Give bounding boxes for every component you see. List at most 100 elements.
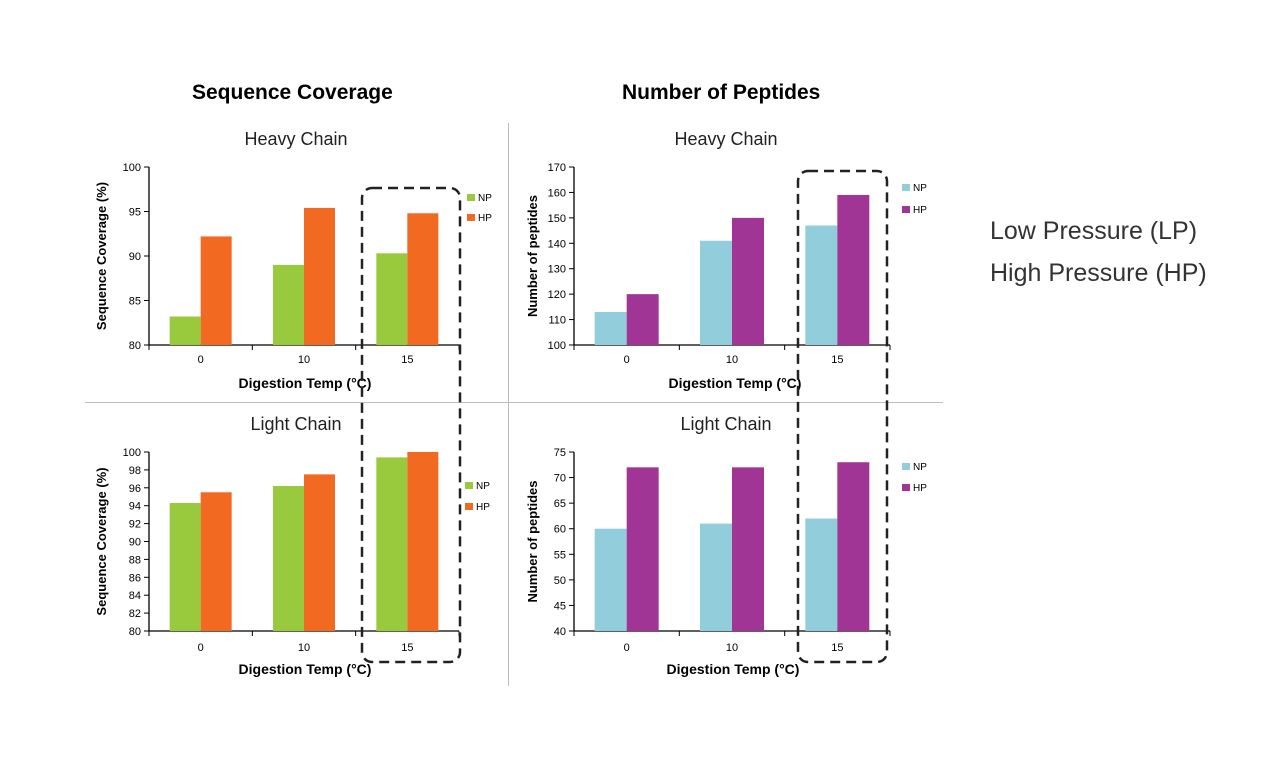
pep-heavy-category-label: 0 (624, 354, 630, 366)
pep-light-bar-hp-15 (837, 462, 870, 631)
pep-heavy-y-tick-label: 110 (548, 315, 566, 327)
pep-light-y-tick-label: 45 (554, 600, 566, 612)
pep-heavy-y-tick-label: 150 (548, 213, 566, 225)
cov-light-y-tick-label: 96 (129, 483, 141, 495)
vertical-divider (508, 123, 509, 686)
cov-light-category-label: 15 (401, 642, 413, 654)
cov-heavy-legend-label-hp: HP (478, 213, 492, 224)
pep-heavy-y-tick-label: 130 (548, 264, 566, 276)
pep-light-y-tick-label: 55 (554, 549, 566, 561)
high-pressure-label: High Pressure (HP) (990, 259, 1207, 287)
low-pressure-label: Low Pressure (LP) (990, 217, 1198, 245)
pep-light-y-tick-label: 60 (554, 524, 566, 536)
cov-light-y-tick-label: 86 (129, 572, 141, 584)
cov-light-legend-swatch-np (465, 482, 473, 489)
cov-light-y-tick-label: 82 (129, 608, 141, 620)
cov-heavy-y-tick-label: 90 (129, 251, 141, 263)
cov-light-y-tick-label: 98 (129, 465, 141, 477)
pep-heavy-legend-label-hp: HP (913, 205, 927, 216)
pep-light-legend-label-np: NP (913, 462, 927, 473)
cov-light-y-tick-label: 90 (129, 537, 141, 549)
pep-heavy-y-tick-label: 160 (548, 187, 566, 199)
cov-light-y-tick-label: 100 (123, 447, 141, 459)
cov-heavy-legend-swatch-np (467, 194, 475, 201)
cov-heavy-title: Heavy Chain (244, 129, 347, 149)
pep-light-y-tick-label: 50 (554, 575, 566, 587)
pep-heavy-title: Heavy Chain (674, 129, 777, 149)
cov-heavy-bar-hp-10 (304, 207, 335, 345)
cov-heavy-bar-hp-0 (200, 236, 232, 345)
cov-heavy-bar-np-0 (169, 316, 201, 345)
horizontal-divider (85, 402, 943, 403)
pep-light-bar-hp-10 (732, 467, 764, 631)
pep-light-y-tick-label: 70 (554, 473, 566, 485)
cov-heavy-y-axis-label: Sequence Coverage (%) (94, 182, 109, 330)
cov-light-y-tick-label: 84 (129, 590, 141, 602)
cov-heavy-bar-hp-15 (407, 213, 439, 345)
pep-heavy-bar-hp-15 (837, 194, 870, 345)
pep-light-y-tick-label: 75 (554, 447, 566, 459)
pep-light-y-tick-label: 40 (554, 626, 566, 638)
pep-light-category-label: 10 (726, 642, 738, 654)
pep-light-x-axis-label: Digestion Temp (°C) (667, 661, 800, 677)
cov-light-y-tick-label: 92 (129, 519, 141, 531)
pep-light-bar-np-10 (700, 523, 732, 631)
pep-heavy-category-label: 10 (726, 354, 738, 366)
cov-light-y-axis-label: Sequence Coverage (%) (94, 467, 109, 615)
pep-heavy-y-tick-label: 140 (548, 238, 566, 250)
cov-heavy-y-tick-label: 95 (129, 207, 141, 219)
cov-light-bar-hp-15 (407, 452, 439, 631)
pep-light-legend-label-hp: HP (913, 483, 927, 494)
cov-heavy-y-tick-label: 85 (129, 296, 141, 308)
cov-heavy-category-label: 10 (298, 354, 310, 366)
cov-light-y-tick-label: 94 (129, 501, 141, 513)
pep-light-bar-hp-0 (626, 467, 659, 631)
pep-heavy-y-tick-label: 100 (548, 340, 566, 352)
cov-light-y-tick-label: 88 (129, 554, 141, 566)
cov-heavy-legend-label-np: NP (478, 193, 492, 204)
pep-light-category-label: 0 (624, 642, 630, 654)
pep-heavy-y-tick-label: 120 (548, 289, 566, 301)
pep-heavy-x-axis-label: Digestion Temp (°C) (669, 375, 802, 391)
number-of-peptides-header: Number of Peptides (622, 81, 821, 104)
pep-heavy-legend-swatch-np (902, 184, 910, 191)
cov-heavy-bar-np-10 (273, 264, 304, 345)
cov-light-bar-hp-10 (304, 474, 335, 631)
cov-light-category-label: 10 (298, 642, 310, 654)
cov-heavy-bar-np-15 (376, 253, 408, 345)
pep-heavy-legend-swatch-hp (902, 206, 910, 213)
pep-light-y-tick-label: 65 (554, 498, 566, 510)
pep-light-bar-np-15 (805, 518, 838, 631)
cov-light-legend-swatch-hp (465, 503, 473, 510)
sequence-coverage-header: Sequence Coverage (192, 81, 393, 104)
cov-heavy-y-tick-label: 100 (123, 162, 141, 174)
pep-heavy-category-label: 15 (831, 354, 843, 366)
pep-light-y-axis-label: Number of peptides (525, 480, 540, 602)
pep-heavy-y-axis-label: Number of peptides (525, 195, 540, 317)
pep-light-bar-np-0 (594, 528, 627, 631)
cov-light-category-label: 0 (198, 642, 204, 654)
cov-light-x-axis-label: Digestion Temp (°C) (239, 661, 372, 677)
highlight-box-peptides (796, 169, 889, 664)
pep-light-category-label: 15 (831, 642, 843, 654)
cov-light-title: Light Chain (250, 414, 341, 434)
cov-heavy-y-tick-label: 80 (129, 340, 141, 352)
cov-heavy-category-label: 15 (401, 354, 413, 366)
cov-light-bar-np-0 (169, 503, 201, 631)
pep-heavy-bar-np-10 (700, 240, 732, 345)
pep-light-title: Light Chain (680, 414, 771, 434)
cov-light-bar-hp-0 (200, 492, 232, 631)
cov-light-bar-np-15 (376, 457, 408, 631)
pep-heavy-y-tick-label: 170 (548, 162, 566, 174)
pep-heavy-bar-hp-0 (626, 294, 659, 345)
cov-heavy-x-axis-label: Digestion Temp (°C) (239, 375, 372, 391)
cov-heavy-legend-swatch-hp (467, 214, 475, 221)
pep-light-legend-swatch-hp (902, 484, 910, 491)
cov-light-y-tick-label: 80 (129, 626, 141, 638)
pep-heavy-bar-np-15 (805, 225, 838, 345)
highlight-box-coverage (360, 186, 462, 664)
cov-light-legend-label-hp: HP (476, 502, 490, 513)
pep-heavy-bar-hp-10 (732, 217, 764, 345)
pep-heavy-bar-np-0 (594, 311, 627, 345)
